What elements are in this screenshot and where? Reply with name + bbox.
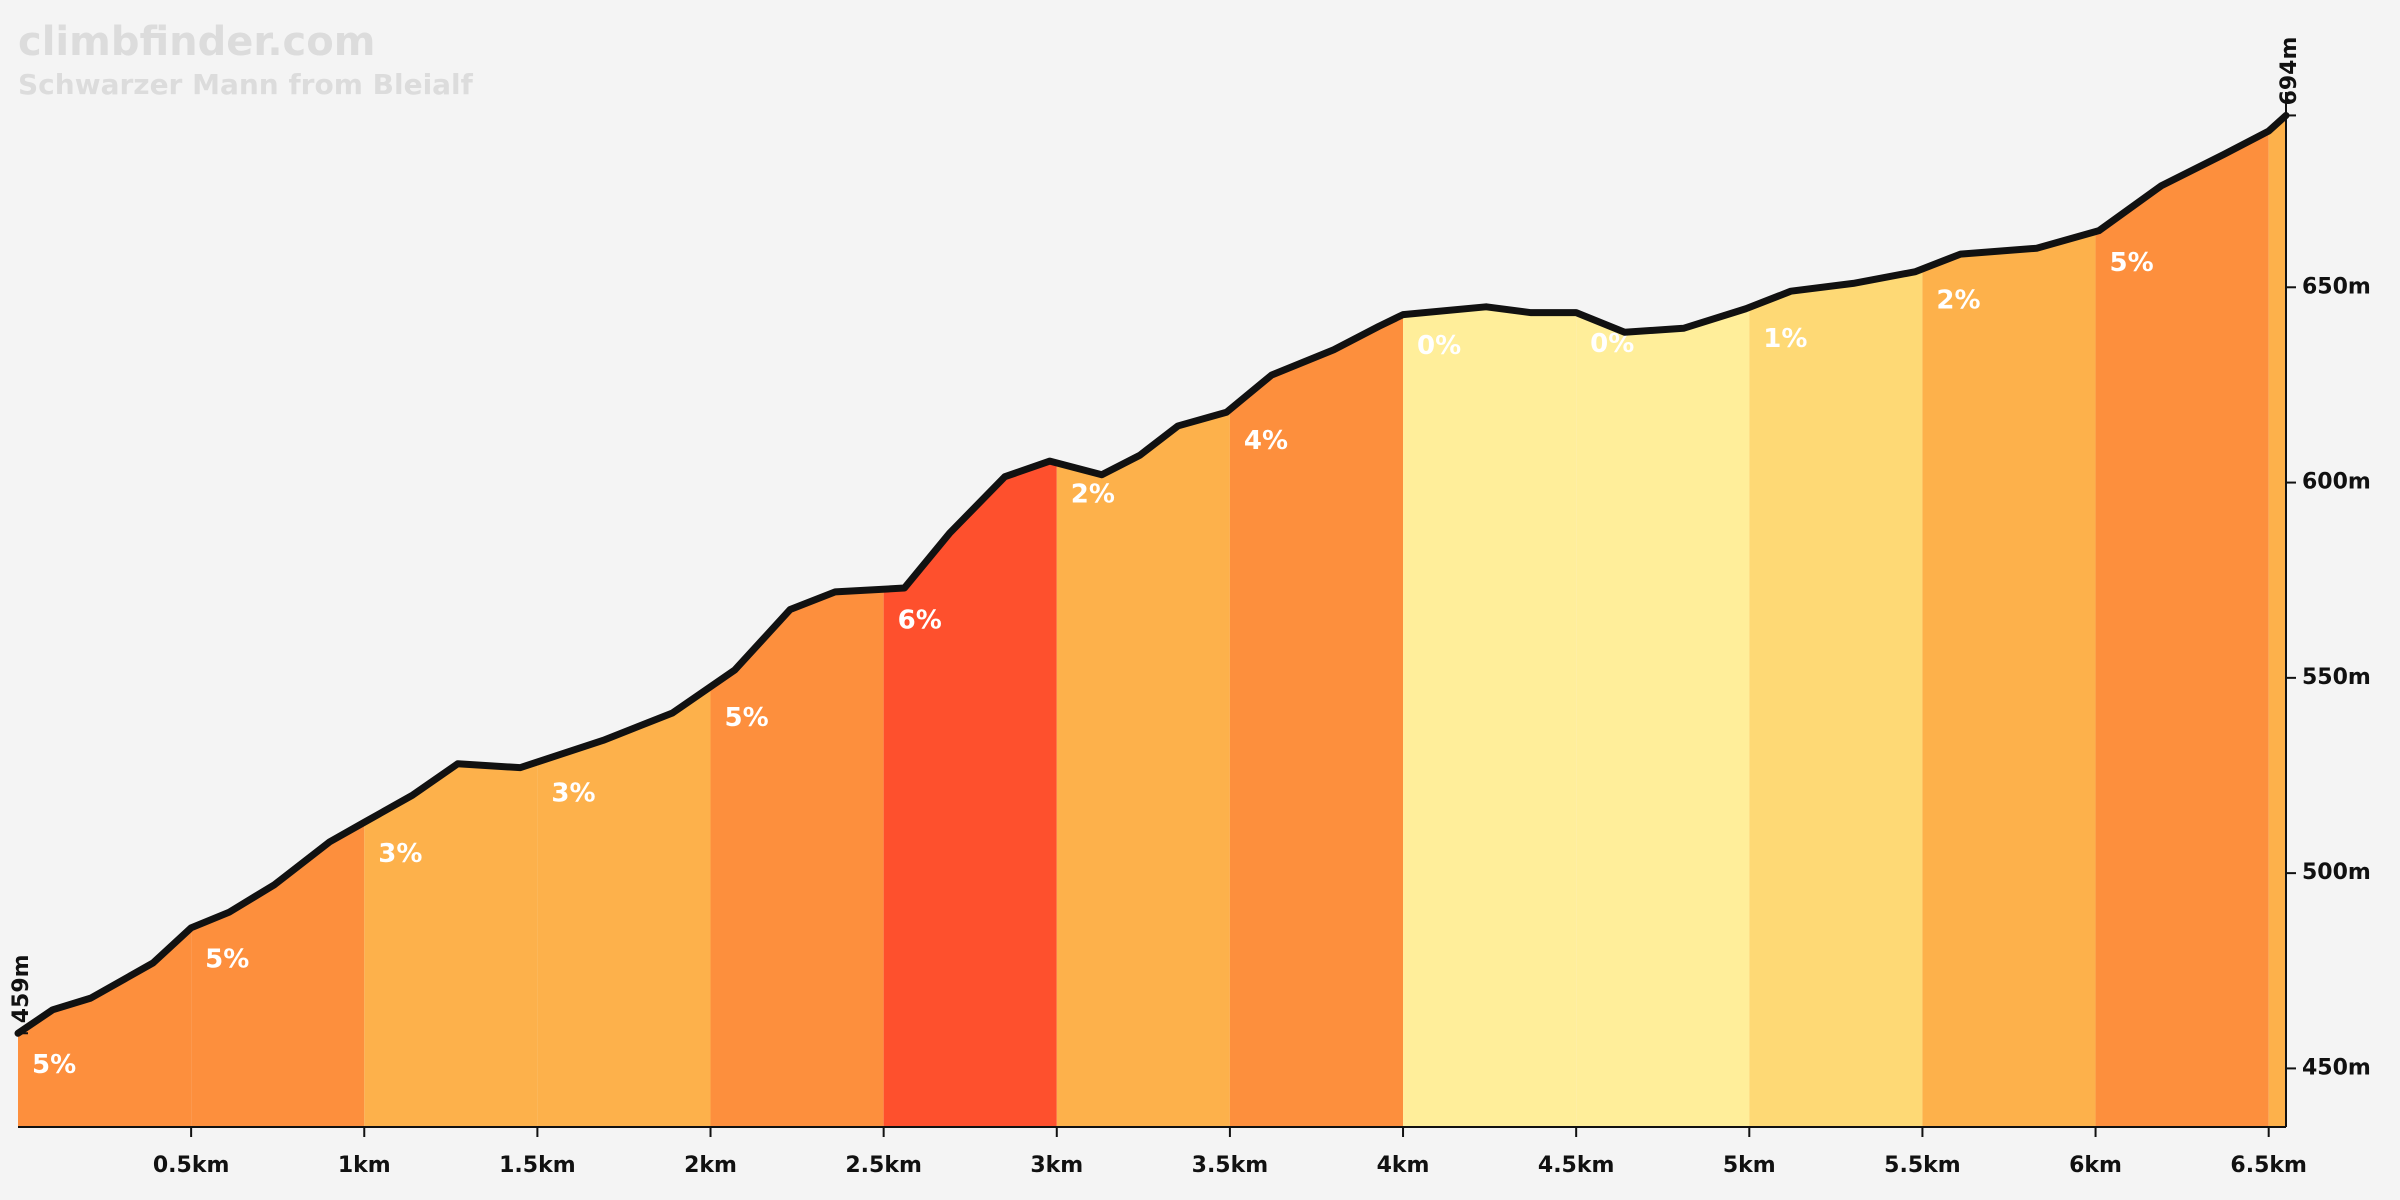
- x-tick-label: 2km: [684, 1153, 737, 1178]
- grade-segment: [883, 115, 1057, 1127]
- grade-segment: [1749, 115, 1923, 1127]
- annotation-label: 694m: [2277, 37, 2302, 106]
- x-tick-label: 5.5km: [1884, 1153, 1961, 1178]
- grade-label: 6%: [898, 606, 942, 636]
- y-tick-label: 500m: [2302, 860, 2371, 885]
- grade-segment: [1229, 115, 1404, 1127]
- grade-segment: [1403, 115, 1577, 1127]
- x-tick-label: 6km: [2069, 1153, 2122, 1178]
- x-tick-label: 1km: [338, 1153, 391, 1178]
- grade-label: 3%: [551, 778, 595, 808]
- y-tick-label: 550m: [2302, 665, 2371, 690]
- x-tick-label: 2.5km: [845, 1153, 922, 1178]
- y-tick-label: 600m: [2302, 470, 2371, 495]
- grade-segment: [18, 115, 192, 1127]
- y-tick-label: 650m: [2302, 274, 2371, 299]
- grade-label: 4%: [1244, 426, 1288, 456]
- grade-segment: [2095, 115, 2269, 1127]
- grade-label: 2%: [1936, 285, 1980, 315]
- x-tick-label: 6.5km: [2230, 1153, 2307, 1178]
- grade-segment: [364, 115, 538, 1127]
- x-tick-label: 4km: [1377, 1153, 1430, 1178]
- grade-segment: [2268, 115, 2286, 1127]
- grade-label: 5%: [2110, 248, 2154, 278]
- grade-label: 5%: [32, 1050, 76, 1080]
- grade-label: 5%: [205, 944, 249, 974]
- grade-segment: [537, 115, 711, 1127]
- grade-label: 3%: [378, 839, 422, 869]
- y-tick-label: 450m: [2302, 1055, 2371, 1080]
- x-tick-label: 4.5km: [1538, 1153, 1615, 1178]
- profile-line: [14, 111, 2290, 1037]
- x-tick-label: 5km: [1723, 1153, 1776, 1178]
- annotation-label: 459m: [9, 954, 34, 1023]
- chart-subtitle: Schwarzer Mann from Bleialf: [18, 68, 474, 101]
- grade-segment: [1056, 115, 1230, 1127]
- x-tick-label: 3.5km: [1192, 1153, 1269, 1178]
- x-tick-label: 0.5km: [153, 1153, 230, 1178]
- grade-label: 0%: [1417, 331, 1461, 361]
- grade-segment: [1922, 115, 2096, 1127]
- segments: [18, 115, 2286, 1127]
- grade-label: 2%: [1071, 479, 1115, 509]
- grade-segment: [1576, 115, 1750, 1127]
- chart-title: climbfinder.com: [18, 19, 375, 65]
- x-tick-label: 1.5km: [499, 1153, 576, 1178]
- grade-label: 5%: [725, 703, 769, 733]
- x-tick-label: 3km: [1030, 1153, 1083, 1178]
- grade-label: 1%: [1763, 324, 1807, 354]
